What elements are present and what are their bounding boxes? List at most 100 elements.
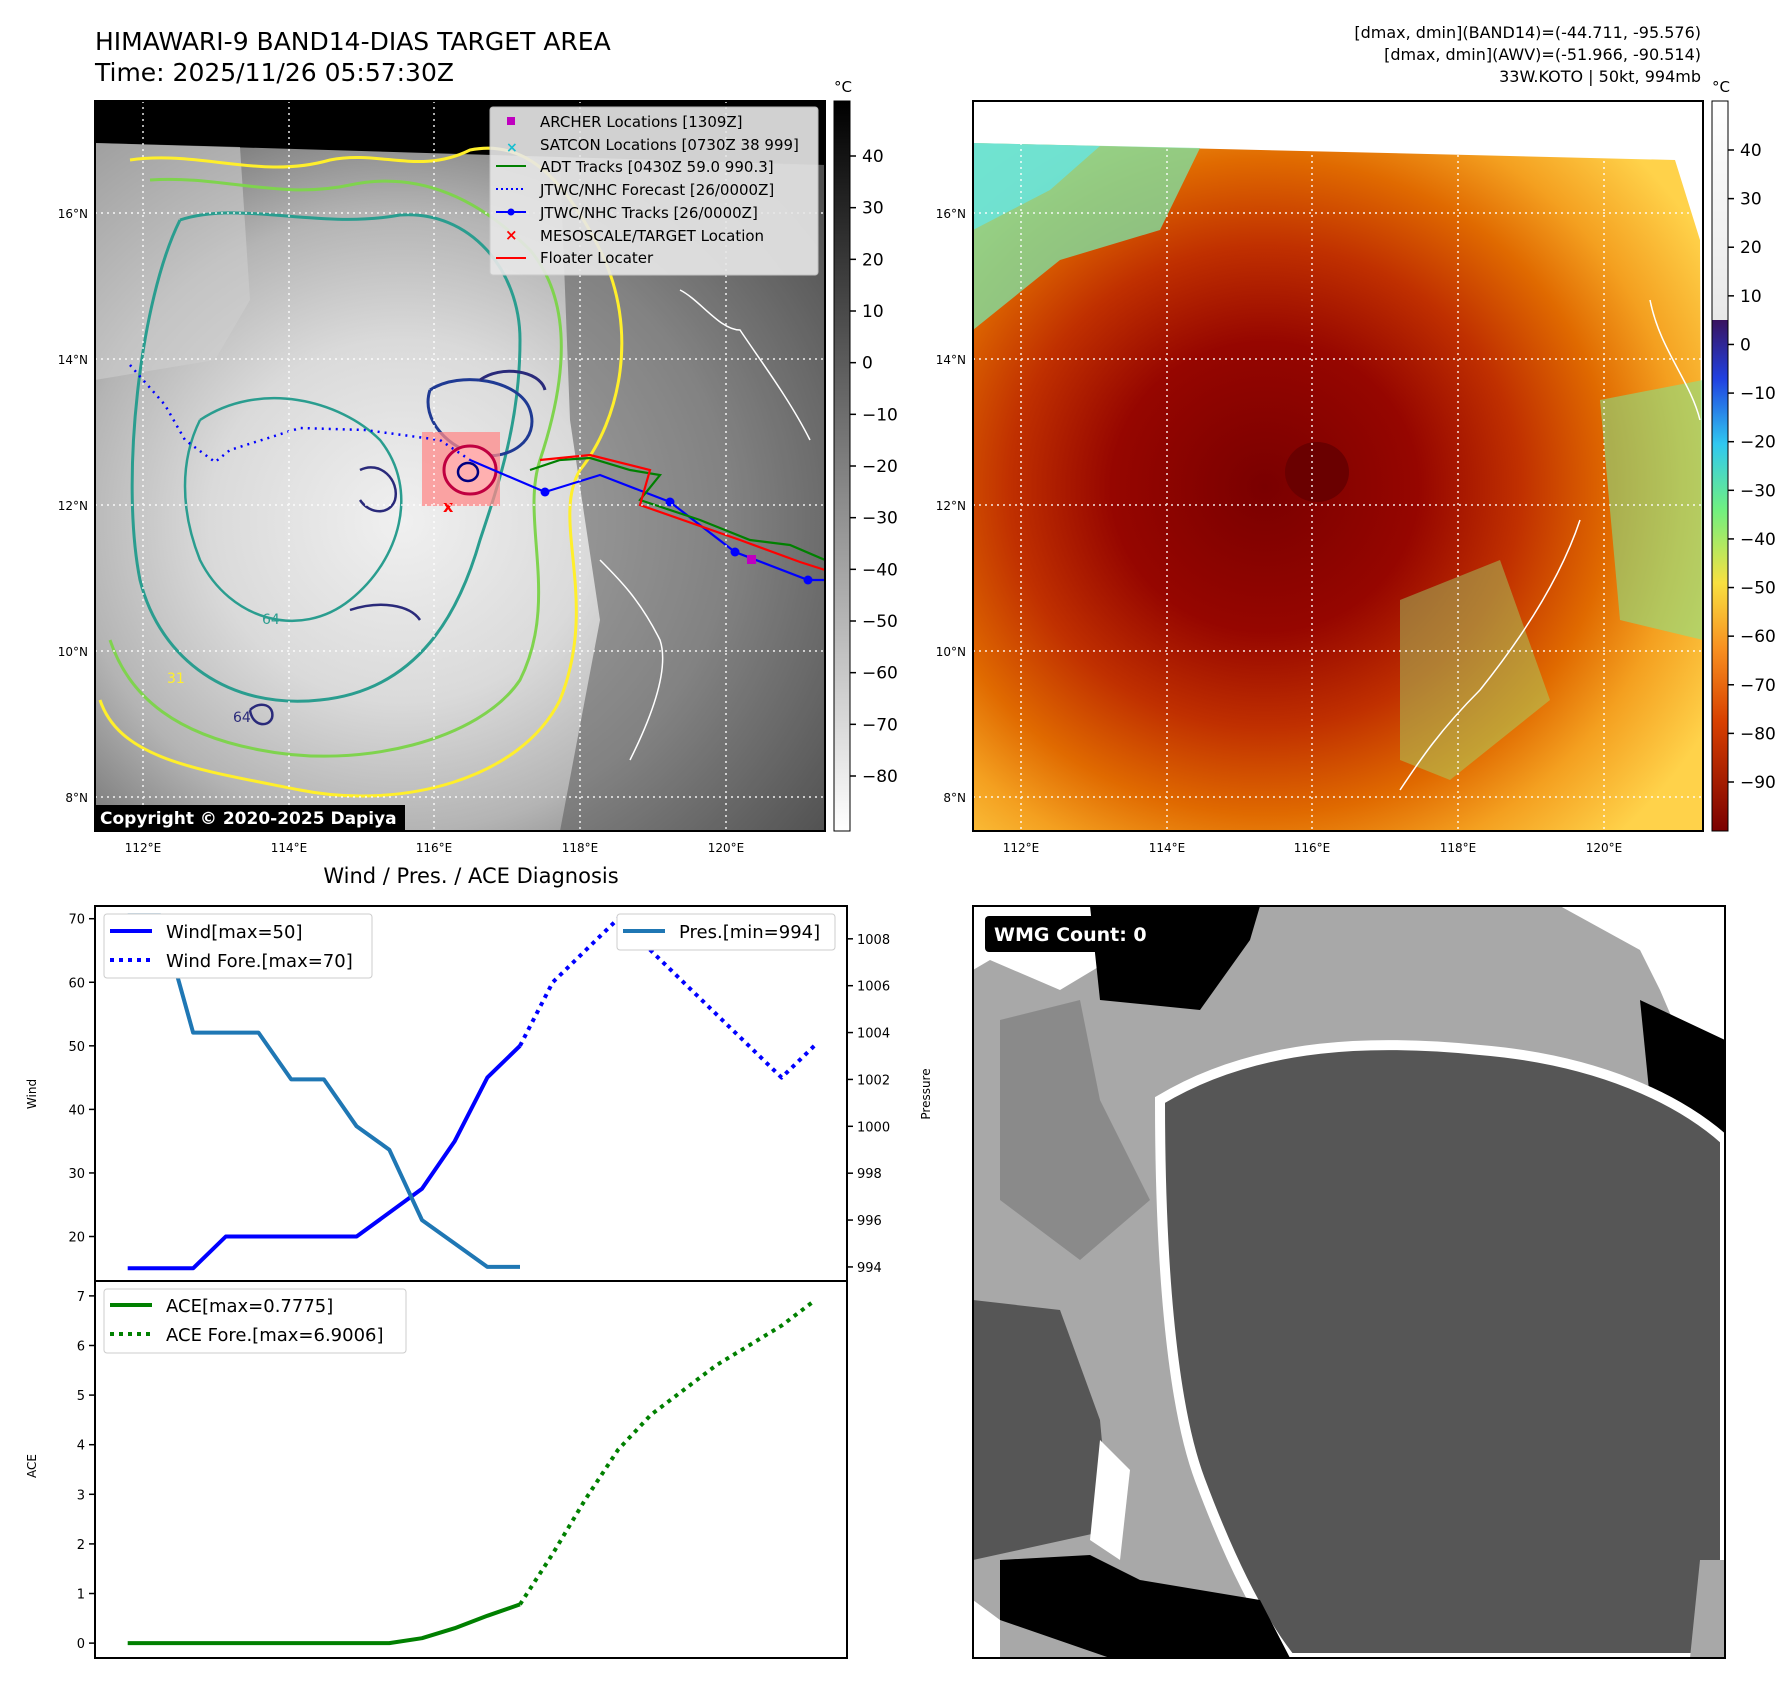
wv-colorbar-tick-label: −70 <box>1740 676 1776 696</box>
ace-tick-label: 2 <box>77 1538 85 1553</box>
wv-colorbar-tick-label: −50 <box>1740 579 1776 599</box>
wv-colorbar-tick-label: −90 <box>1740 773 1776 793</box>
pressure-line <box>127 913 520 1269</box>
wind-line <box>127 1044 522 1271</box>
wind-pressure-panel: Wind Pressure 20 30 40 50 60 70 994 996 998 1000… <box>25 905 933 1282</box>
pressure-tick-label: 1004 <box>857 1027 890 1042</box>
wind-tick-label: 60 <box>68 976 85 991</box>
awv-stats: [dmax, dmin](AWV)=(-51.966, -90.514) <box>1384 45 1701 64</box>
figure-title: HIMAWARI-9 BAND14-DIAS TARGET AREA <box>95 27 611 56</box>
copyright: Copyright © 2020-2025 Dapiya <box>100 809 397 829</box>
diagnosis-title: Wind / Pres. / ACE Diagnosis <box>323 864 618 888</box>
legend-floater: Floater Locater <box>540 249 654 267</box>
contour-label-64-a: 64 <box>262 612 280 628</box>
wv-colorbar-tick-label: 10 <box>1740 287 1762 307</box>
lat-label-10n: 10°N <box>58 645 88 659</box>
ir-colorbar-unit: °C <box>834 78 852 96</box>
figure-time: Time: 2025/11/26 05:57:30Z <box>94 58 454 87</box>
wv-lon-label-120e: 120°E <box>1586 841 1623 855</box>
wind-tick-label: 70 <box>68 913 85 928</box>
legend-pressure: Pres.[min=994] <box>679 922 820 943</box>
ir-colorbar-tick-label: −60 <box>862 664 898 684</box>
ace-tick-label: 7 <box>77 1290 85 1305</box>
legend-wind-forecast: Wind Fore.[max=70] <box>166 951 353 972</box>
ir-map-panel: x 31 64 64 Copyright © 2020-2025 Dapiya <box>58 100 826 855</box>
contour-label-31: 31 <box>167 671 185 687</box>
wv-lat-label-8n: 8°N <box>943 791 966 805</box>
ir-colorbar: °C 40 30 20 10 0 −10 −20 −30 −40 −50 −60 −70 −80 <box>833 78 898 832</box>
wv-lat-label-12n: 12°N <box>936 499 966 513</box>
wmg-count: WMG Count: 0 <box>994 924 1147 946</box>
legend-adt: ADT Tracks [0430Z 59.0 990.3] <box>540 158 774 176</box>
wind-tick-label: 20 <box>68 1231 85 1246</box>
wv-lon-label-114e: 114°E <box>1149 841 1186 855</box>
ir-colorbar-tick-label: 30 <box>862 199 884 219</box>
wv-colorbar-tick-label: −10 <box>1740 384 1776 404</box>
ir-colorbar-tick-label: −20 <box>862 457 898 477</box>
ace-tick-label: 6 <box>77 1339 85 1354</box>
lon-label-116e: 116°E <box>416 841 453 855</box>
wv-colorbar: °C 40 30 20 10 0 −10 −20 −30 −40 −50 −60 −70 −80 −90 <box>1711 78 1776 832</box>
pressure-tick-label: 1002 <box>857 1073 890 1088</box>
wv-colorbar-tick-label: −40 <box>1740 530 1776 550</box>
map-legend: × × ARCHER Locations [1309Z] SATCON Loca… <box>489 106 819 276</box>
wv-colorbar-tick-label: −60 <box>1740 627 1776 647</box>
wind-axis-label: Wind <box>25 1079 39 1109</box>
ir-colorbar-tick-label: 0 <box>862 354 873 374</box>
wv-lat-label-14n: 14°N <box>936 353 966 367</box>
lat-label-16n: 16°N <box>58 207 88 221</box>
ir-colorbar-tick-label: −50 <box>862 612 898 632</box>
storm-id: 33W.KOTO | 50kt, 994mb <box>1499 67 1701 86</box>
ace-forecast-line <box>518 1299 816 1606</box>
wv-colorbar-unit: °C <box>1712 78 1730 96</box>
wv-colorbar-tick-label: 20 <box>1740 238 1762 258</box>
lon-label-118e: 118°E <box>562 841 599 855</box>
legend-ace-forecast: ACE Fore.[max=6.9006] <box>166 1325 384 1346</box>
wv-lon-label-112e: 112°E <box>1003 841 1040 855</box>
contour-label-64-b: 64 <box>233 710 251 726</box>
ir-colorbar-tick-label: 10 <box>862 302 884 322</box>
wind-tick-label: 30 <box>68 1167 85 1182</box>
legend-jtwc-tracks: JTWC/NHC Tracks [26/0000Z] <box>539 204 758 222</box>
ace-panel: ACE 0 1 2 3 4 5 6 7 ACE[max=0.7775] ACE Fore.[m… <box>25 1280 848 1659</box>
band14-stats: [dmax, dmin](BAND14)=(-44.711, -95.576) <box>1354 23 1701 42</box>
pressure-tick-label: 1006 <box>857 980 890 995</box>
ir-colorbar-tick-label: −40 <box>862 560 898 580</box>
wmg-panel: WMG Count: 0 <box>972 905 1726 1659</box>
pressure-tick-label: 998 <box>857 1167 882 1182</box>
ace-tick-label: 1 <box>77 1588 85 1603</box>
pressure-tick-label: 996 <box>857 1214 882 1229</box>
ir-colorbar-tick-label: −70 <box>862 715 898 735</box>
wv-colorbar-tick-label: 0 <box>1740 335 1751 355</box>
lon-label-120e: 120°E <box>708 841 745 855</box>
ace-tick-label: 4 <box>77 1439 85 1454</box>
ir-colorbar-tick-label: −10 <box>862 405 898 425</box>
legend-wind: Wind[max=50] <box>166 922 303 943</box>
legend-ace: ACE[max=0.7775] <box>166 1296 333 1317</box>
svg-text:×: × <box>506 140 518 156</box>
wv-lon-label-118e: 118°E <box>1440 841 1477 855</box>
wind-legend: Wind[max=50] Wind Fore.[max=70] <box>103 913 373 979</box>
ace-tick-label: 5 <box>77 1389 85 1404</box>
ir-colorbar-tick-label: 40 <box>862 147 884 167</box>
wv-colorbar-tick-label: 30 <box>1740 190 1762 210</box>
legend-jtwc-forecast: JTWC/NHC Forecast [26/0000Z] <box>539 181 774 199</box>
wv-lat-label-10n: 10°N <box>936 645 966 659</box>
ace-line <box>127 1602 521 1646</box>
ir-colorbar-tick-label: −80 <box>862 767 898 787</box>
pressure-tick-label: 1008 <box>857 933 890 948</box>
wv-lat-label-16n: 16°N <box>936 207 966 221</box>
lat-label-8n: 8°N <box>65 791 88 805</box>
pressure-legend: Pres.[min=994] <box>616 913 836 951</box>
wind-tick-label: 40 <box>68 1103 85 1118</box>
wv-colorbar-tick-label: −80 <box>1740 724 1776 744</box>
legend-satcon: SATCON Locations [0730Z 38 999] <box>540 136 799 154</box>
wind-tick-label: 50 <box>68 1040 85 1055</box>
pressure-tick-label: 1000 <box>857 1120 890 1135</box>
ace-axis-label: ACE <box>25 1454 39 1478</box>
lon-label-112e: 112°E <box>125 841 162 855</box>
wv-colorbar-tick-label: −20 <box>1740 433 1776 453</box>
wv-lon-label-116e: 116°E <box>1294 841 1331 855</box>
svg-text:x: x <box>443 497 454 516</box>
lon-label-114e: 114°E <box>271 841 308 855</box>
